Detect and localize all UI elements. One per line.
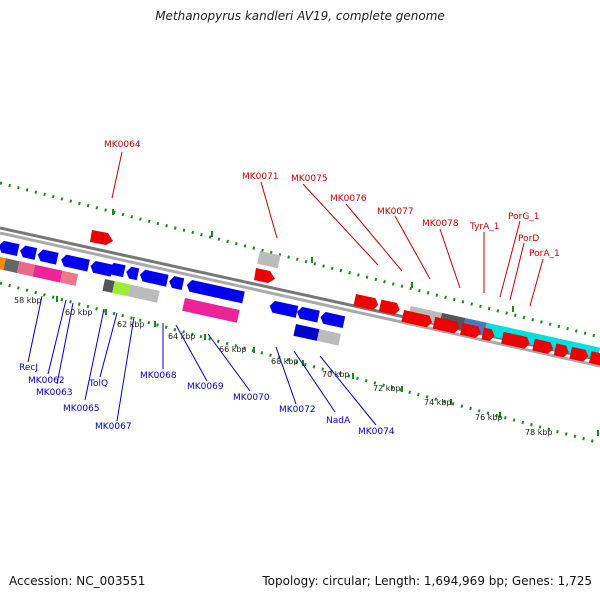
gene-arrow[interactable] [125,266,140,281]
gene-label-mk0070[interactable]: MK0070 [233,393,270,403]
gene-label-tyra1[interactable]: TyrA_1 [469,222,500,232]
gene-arrow[interactable] [353,294,379,311]
gene-label-nada[interactable]: NadA [326,416,351,426]
gene-arrow[interactable] [378,299,401,316]
gene-arrow[interactable] [460,322,482,339]
gene-label-recj[interactable]: RecJ [19,363,38,373]
ruler-tick-label: 72 kbp [373,384,401,393]
gene-label-mk0064[interactable]: MK0064 [104,140,141,150]
reverse-leader-lines [27,295,377,426]
gene-arrow[interactable] [36,249,59,265]
reverse-strand-genes [0,240,114,277]
gene-box[interactable] [3,258,20,274]
gene-label-mk0065[interactable]: MK0065 [63,404,100,414]
genome-backbone-top [0,226,600,362]
genome-summary-footer: Topology: circular; Length: 1,694,969 bp… [262,574,592,588]
gene-box[interactable] [0,257,6,271]
gene-arrow[interactable] [186,279,245,304]
gene-arrow[interactable] [107,262,126,278]
reverse-strand-genes-row4 [102,279,160,303]
gene-box[interactable] [16,261,36,277]
gene-box[interactable] [112,281,131,297]
gene-arrow[interactable] [432,316,461,334]
gene-arrow[interactable] [588,351,600,367]
gene-label-pord[interactable]: PorD [518,234,539,244]
gene-arrow[interactable] [139,269,169,287]
ruler-tick-label: 64 kbp [168,332,196,341]
gene-label-mk0062[interactable]: MK0062 [28,376,65,386]
forward-leader-lines [111,151,544,307]
ruler-tick-label: 78 kbp [525,428,553,437]
gene-label-mk0074[interactable]: MK0074 [358,427,395,437]
reverse-strand-genes-row2 [0,257,79,286]
ruler-tick-label: 58 kbp [14,296,42,305]
gene-arrow[interactable] [89,260,114,277]
ruler-tick-label: 74 kbp [424,398,452,407]
gene-box[interactable] [293,324,320,341]
map-title: Methanopyrus kandleri AV19, complete gen… [155,9,445,23]
gene-arrow[interactable] [481,327,496,342]
gene-box-mk0071[interactable] [257,251,281,269]
gene-label-mk0067[interactable]: MK0067 [95,422,132,432]
gene-arrow[interactable] [268,300,299,318]
gene-arrow[interactable] [0,240,20,257]
outer-ruler-major-ticks [112,209,514,312]
gene-label-mk0076[interactable]: MK0076 [330,194,367,204]
gene-arrow-mk0064[interactable] [90,230,113,245]
ruler-tick-label: 76 kbp [475,413,503,422]
ruler-tick-label: 68 kbp [271,357,299,366]
gene-box[interactable] [316,329,341,346]
gene-label-mk0072[interactable]: MK0072 [279,405,316,415]
gene-arrow[interactable] [168,275,185,291]
gene-box[interactable] [102,279,115,293]
gene-label-mk0071[interactable]: MK0071 [242,172,279,182]
gene-label-mk0063[interactable]: MK0063 [36,388,73,398]
inner-dotted-ruler [0,281,600,445]
reverse-strand-genes-row6 [293,324,341,346]
gene-arrow[interactable] [569,346,589,363]
ruler-tick-label: 60 kbp [65,308,93,317]
ruler-tick-label: 66 kbp [219,345,247,354]
gene-box[interactable] [59,270,79,286]
gene-arrow[interactable] [401,310,433,328]
gene-box[interactable] [32,264,63,283]
gene-arrow-mk0071b[interactable] [254,268,275,283]
gene-label-mk0068[interactable]: MK0068 [140,371,177,381]
accession-footer: Accession: NC_003551 [9,574,146,588]
gene-arrow[interactable] [19,245,38,260]
reverse-strand-genes-row3 [107,262,245,304]
gene-arrow[interactable] [501,331,531,350]
genome-backbone-bottom [0,231,600,368]
gene-arrow[interactable] [319,311,346,329]
reverse-strand-genes-row5 [268,300,346,329]
forward-strand-genes-lower [401,310,600,367]
gene-label-tolq[interactable]: TolQ [88,379,108,389]
gene-label-mk0075[interactable]: MK0075 [291,174,328,184]
gene-arrow[interactable] [532,338,554,355]
gene-label-mk0078[interactable]: MK0078 [422,219,459,229]
gene-box[interactable] [127,284,160,303]
ruler-tick-label: 62 kbp [117,320,145,329]
gene-label-porg1[interactable]: PorG_1 [508,212,540,222]
gene-label-pora1[interactable]: PorA_1 [529,249,560,259]
gene-arrow[interactable] [296,306,320,323]
gene-box-mk0069[interactable] [182,297,240,323]
gene-label-mk0077[interactable]: MK0077 [377,207,414,217]
gene-arrow[interactable] [553,343,570,358]
gene-arrow[interactable] [60,254,90,272]
gene-label-mk0069[interactable]: MK0069 [187,382,224,392]
ruler-tick-label: 70 kbp [322,370,350,379]
